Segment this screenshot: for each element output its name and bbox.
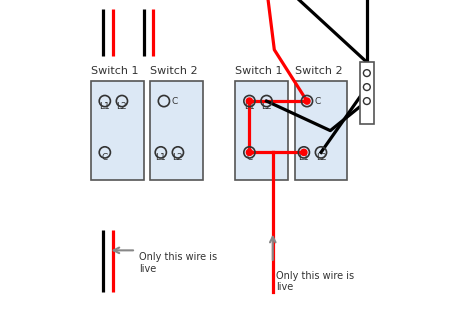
Text: Switch 1: Switch 1 [236,66,283,76]
Text: Only this wire is
live: Only this wire is live [139,252,217,273]
Text: C: C [315,97,321,105]
Bar [360,62,374,124]
Text: C: C [102,153,108,162]
Circle shape [246,149,253,156]
Text: L1: L1 [100,102,110,111]
Bar [236,81,288,180]
Text: L1: L1 [299,153,309,162]
Text: L2: L2 [316,153,326,162]
Text: Only this wire is
live: Only this wire is live [276,271,354,292]
Text: C: C [246,153,253,162]
Circle shape [304,98,310,104]
Bar [91,81,144,180]
Text: L1: L1 [244,102,255,111]
Circle shape [246,98,253,104]
Text: L2: L2 [261,102,272,111]
Text: Switch 1: Switch 1 [91,66,138,76]
Circle shape [301,149,307,156]
Text: Switch 2: Switch 2 [294,66,342,76]
Text: Switch 2: Switch 2 [150,66,198,76]
Text: L2: L2 [173,153,183,162]
Bar [294,81,347,180]
Text: C: C [172,97,178,105]
Text: L1: L1 [155,153,166,162]
Bar [150,81,203,180]
Text: L2: L2 [117,102,127,111]
